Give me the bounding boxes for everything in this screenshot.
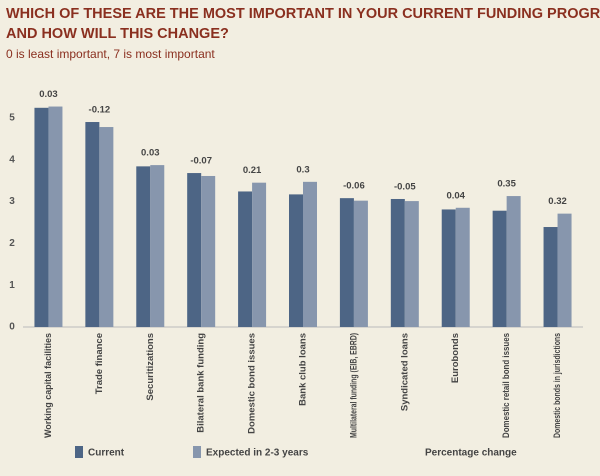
change-label: 0.21 (243, 165, 262, 176)
bar (136, 166, 151, 327)
chart-subtitle: 0 is least important, 7 is most importan… (6, 47, 215, 61)
change-label: -0.12 (89, 105, 111, 116)
change-label: -0.05 (394, 182, 416, 193)
x-tick-label: Domestic retail bond issues (501, 333, 512, 438)
y-tick-label: 0 (9, 322, 15, 333)
legend-label: Expected in 2-3 years (206, 448, 309, 459)
x-tick-label: Syndicated loans (399, 333, 410, 411)
x-tick-label: Trade finance (94, 333, 105, 394)
bar (492, 210, 507, 327)
x-tick-label: Working capital facilities (43, 333, 54, 438)
legend-label: Current (88, 448, 125, 459)
change-label: -0.06 (343, 181, 365, 192)
bar (252, 182, 267, 327)
x-tick-label: Domestic bonds in jurisdictions (552, 333, 563, 438)
change-label: 0.32 (548, 196, 567, 207)
change-label: -0.07 (190, 156, 212, 167)
x-tick-label: Eurobonds (450, 333, 461, 383)
bar (85, 122, 100, 328)
legend-swatch (75, 446, 83, 458)
bar (99, 127, 114, 327)
bar (339, 198, 354, 327)
x-tick-label: Bank club loans (298, 333, 309, 406)
change-label: 0.03 (141, 148, 160, 159)
bar (543, 227, 558, 327)
y-tick-label: 1 (9, 280, 15, 291)
bar (404, 201, 419, 327)
bar (390, 198, 405, 327)
legend-swatch (193, 446, 201, 458)
bar (506, 196, 521, 327)
bar (557, 213, 572, 327)
y-tick-label: 4 (9, 154, 15, 165)
bar (353, 200, 368, 327)
bar (455, 207, 470, 327)
x-tick-label: Securitizations (145, 333, 156, 401)
bar (48, 106, 63, 327)
bar (238, 191, 253, 327)
y-tick-label: 3 (9, 196, 15, 207)
bar (201, 175, 216, 327)
change-label: 0.35 (497, 179, 516, 190)
legend-label: Percentage change (425, 448, 517, 459)
bar (150, 165, 165, 327)
x-tick-label: Multilateral funding (EIB, EBRD) (348, 333, 359, 438)
x-tick-label: Domestic bond issues (247, 333, 258, 434)
bar (289, 194, 303, 327)
chart-title-line-2: AND HOW WILL THIS CHANGE? (6, 26, 229, 42)
change-label: 0.03 (39, 89, 58, 100)
change-label: 0.04 (446, 190, 465, 201)
bar (303, 181, 317, 327)
bar (187, 173, 202, 327)
chart-title: WHICH OF THESE ARE THE MOST IMPORTANT IN… (6, 6, 600, 22)
y-tick-label: 2 (9, 238, 15, 249)
x-tick-label: Bilateral bank funding (196, 333, 207, 433)
bar (34, 107, 49, 327)
y-tick-label: 5 (9, 112, 15, 123)
change-label: 0.3 (296, 164, 309, 175)
bar (441, 209, 456, 327)
